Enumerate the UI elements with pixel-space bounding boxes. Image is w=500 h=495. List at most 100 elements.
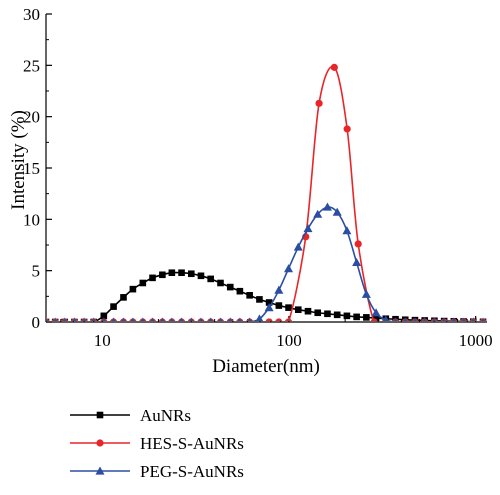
data-point-aunrs	[168, 269, 176, 277]
data-point-peg-s-aunrs	[62, 317, 67, 321]
data-point-peg-s-aunrs	[208, 317, 213, 321]
data-point-aunrs	[188, 270, 195, 278]
data-point-peg-s-aunrs	[189, 317, 194, 321]
data-point-peg-s-aunrs	[332, 207, 342, 216]
data-point-peg-s-aunrs	[403, 317, 408, 321]
y-tick-label: 30	[23, 5, 40, 24]
data-point-peg-s-aunrs	[46, 317, 48, 321]
data-point-peg-s-aunrs	[481, 317, 485, 321]
data-point-peg-s-aunrs	[322, 202, 332, 211]
legend: AuNRs HES-S-AuNRs PEG-S-AuNRs	[70, 406, 244, 481]
data-point-aunrs	[285, 304, 292, 311]
legend-marker	[96, 411, 104, 419]
data-point-peg-s-aunrs	[361, 289, 371, 298]
y-tick-label: 5	[32, 262, 41, 281]
data-point-aunrs	[372, 314, 380, 321]
data-point-peg-s-aunrs	[255, 314, 264, 321]
data-point-aunrs	[197, 272, 205, 280]
data-point-peg-s-aunrs	[451, 317, 456, 321]
data-point-aunrs	[207, 275, 214, 283]
legend-marker	[95, 466, 105, 475]
x-tick-label: 100	[276, 331, 302, 350]
data-point-peg-s-aunrs	[471, 317, 476, 321]
data-point-aunrs	[236, 287, 244, 295]
data-point-peg-s-aunrs	[352, 257, 362, 267]
data-point-peg-s-aunrs	[91, 317, 96, 321]
data-point-peg-s-aunrs	[199, 317, 203, 321]
data-point-hes-s-aunrs	[354, 240, 362, 248]
data-point-peg-s-aunrs	[218, 317, 223, 321]
data-point-peg-s-aunrs	[342, 226, 352, 235]
data-point-aunrs	[294, 306, 302, 313]
legend-item-peg-s-aunrs: PEG-S-AuNRs	[70, 462, 244, 481]
data-point-peg-s-aunrs	[422, 317, 427, 321]
data-point-aunrs	[265, 299, 273, 306]
data-point-aunrs	[353, 313, 360, 321]
data-point-aunrs	[178, 269, 185, 277]
data-point-hes-s-aunrs	[330, 63, 338, 71]
series-hes-s-aunrs	[46, 63, 487, 321]
data-point-peg-s-aunrs	[413, 317, 417, 321]
data-point-peg-s-aunrs	[237, 317, 242, 321]
y-tick-label: 15	[23, 159, 40, 178]
data-point-aunrs	[314, 309, 322, 317]
y-tick-label: 10	[23, 210, 40, 229]
data-point-peg-s-aunrs	[313, 209, 323, 218]
data-point-aunrs	[217, 279, 224, 287]
data-point-aunrs	[110, 303, 117, 310]
data-point-hes-s-aunrs	[265, 318, 273, 321]
x-axis-label: Diameter(nm)	[212, 356, 320, 377]
data-point-aunrs	[343, 312, 351, 320]
y-ticks: 0 5 10 15 20 25 30	[23, 5, 52, 332]
data-point-peg-s-aunrs	[53, 317, 58, 321]
data-point-aunrs	[139, 279, 147, 287]
data-point-peg-s-aunrs	[393, 317, 398, 321]
series-aunrs	[46, 269, 487, 321]
data-point-peg-s-aunrs	[169, 317, 174, 321]
data-point-peg-s-aunrs	[371, 308, 381, 317]
data-point-hes-s-aunrs	[343, 125, 351, 133]
x-tick-label: 1000	[459, 331, 493, 350]
data-point-peg-s-aunrs	[130, 317, 135, 321]
data-point-aunrs	[324, 310, 331, 318]
data-point-hes-s-aunrs	[315, 99, 323, 107]
legend-label: AuNRs	[140, 406, 191, 425]
data-point-aunrs	[304, 307, 312, 315]
data-point-hes-s-aunrs	[285, 318, 292, 321]
legend-label: HES-S-AuNRs	[140, 434, 244, 453]
data-point-hes-s-aunrs	[275, 318, 283, 321]
data-point-peg-s-aunrs	[82, 317, 87, 321]
data-point-peg-s-aunrs	[461, 317, 466, 321]
data-point-aunrs	[159, 271, 166, 279]
data-point-aunrs	[120, 294, 127, 301]
data-point-aunrs	[256, 296, 263, 303]
legend-item-hes-s-aunrs: HES-S-AuNRs	[70, 434, 244, 453]
y-axis-label: Intensity (%)	[8, 110, 29, 210]
data-point-aunrs	[275, 302, 283, 309]
y-tick-label: 0	[32, 313, 41, 332]
y-tick-label: 25	[23, 56, 40, 75]
data-point-peg-s-aunrs	[72, 317, 77, 321]
data-point-peg-s-aunrs	[160, 317, 165, 321]
data-point-peg-s-aunrs	[284, 264, 294, 273]
data-point-peg-s-aunrs	[140, 317, 145, 321]
data-point-peg-s-aunrs	[101, 317, 106, 321]
data-point-peg-s-aunrs	[247, 317, 252, 321]
data-point-peg-s-aunrs	[121, 317, 126, 321]
data-point-aunrs	[149, 274, 156, 282]
data-point-aunrs	[333, 311, 341, 319]
data-point-peg-s-aunrs	[432, 317, 437, 321]
x-ticks: 10 100 1000	[60, 316, 493, 350]
data-point-peg-s-aunrs	[442, 317, 447, 321]
data-point-peg-s-aunrs	[274, 285, 284, 294]
data-point-peg-s-aunrs	[264, 303, 274, 312]
data-point-aunrs	[129, 285, 137, 293]
data-point-aunrs	[246, 292, 253, 299]
series-layer	[46, 63, 487, 321]
series-line-peg-s-aunrs	[250, 206, 394, 321]
data-point-peg-s-aunrs	[150, 317, 155, 321]
data-point-aunrs	[100, 312, 108, 320]
y-tick-label: 20	[23, 108, 40, 127]
legend-marker	[96, 439, 104, 447]
